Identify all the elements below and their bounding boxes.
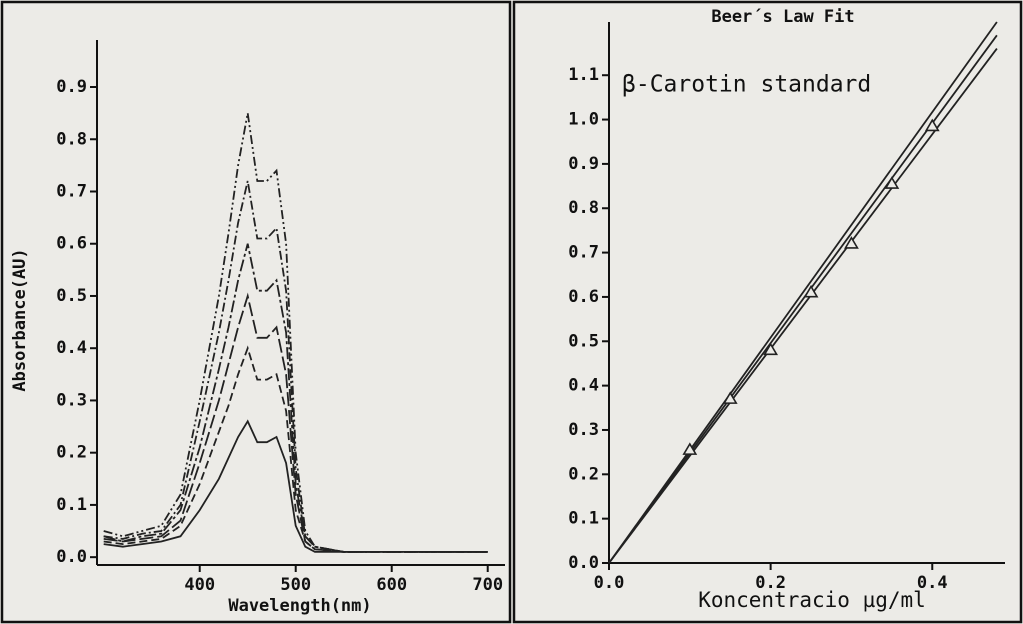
x-tick-label: 700: [472, 575, 503, 595]
y-tick-label: 0.4: [568, 376, 599, 396]
y-tick-label: 0.0: [568, 553, 599, 573]
x-axis-title: Koncentracio µg/ml: [698, 588, 926, 612]
y-tick-label: 0.0: [56, 547, 87, 567]
triangle-marker: [803, 284, 819, 298]
y-tick-label: 0.3: [56, 390, 87, 410]
panel-frame: [512, 0, 1023, 624]
spectrum-line: [103, 243, 488, 553]
annotation: β-Carotin standard: [622, 72, 871, 98]
x-tick-label: 0.0: [594, 573, 625, 593]
y-tick-label: 0.5: [568, 331, 599, 351]
y-tick-label: 0.2: [568, 464, 599, 484]
triangle-marker: [924, 118, 940, 132]
y-tick-label: 0.3: [568, 420, 599, 440]
triangle-marker: [682, 442, 698, 455]
y-tick-label: 0.4: [56, 338, 87, 358]
y-tick-label: 0.7: [56, 181, 87, 201]
x-tick-label: 500: [280, 575, 311, 595]
fit-line: [608, 21, 998, 564]
y-axis-title: Absorbance(AU): [10, 248, 30, 391]
triangle-marker: [763, 342, 779, 356]
chart-title: Beer´s Law Fit: [711, 7, 854, 27]
triangle-marker: [722, 391, 738, 404]
y-tick-label: 0.1: [56, 495, 87, 515]
y-tick-label: 0.8: [568, 198, 599, 218]
triangle-marker: [884, 176, 900, 189]
y-tick-label: 0.5: [56, 286, 87, 306]
x-tick-label: 0.4: [917, 573, 948, 593]
spectrum-line: [103, 180, 488, 553]
y-tick-label: 0.8: [56, 129, 87, 149]
fit-line: [608, 48, 998, 564]
triangle-marker: [844, 236, 859, 249]
y-tick-label: 0.9: [56, 77, 87, 97]
spectrum-line: [103, 345, 488, 553]
y-tick-label: 0.1: [568, 509, 599, 529]
y-tick-label: 0.2: [56, 443, 87, 463]
y-tick-label: 0.7: [568, 243, 599, 263]
x-tick-label: 0.2: [755, 573, 786, 593]
x-tick-label: 400: [184, 575, 215, 595]
panel-frame: [0, 0, 512, 624]
y-tick-label: 1.1: [568, 65, 599, 85]
spectrum-line: [103, 419, 488, 553]
y-tick-label: 0.9: [568, 154, 599, 174]
x-axis-title: Wavelength(nm): [228, 596, 371, 616]
y-tick-label: 1.0: [568, 110, 599, 130]
y-tick-label: 0.6: [56, 234, 87, 254]
y-tick-label: 0.6: [568, 287, 599, 307]
x-tick-label: 600: [376, 575, 407, 595]
